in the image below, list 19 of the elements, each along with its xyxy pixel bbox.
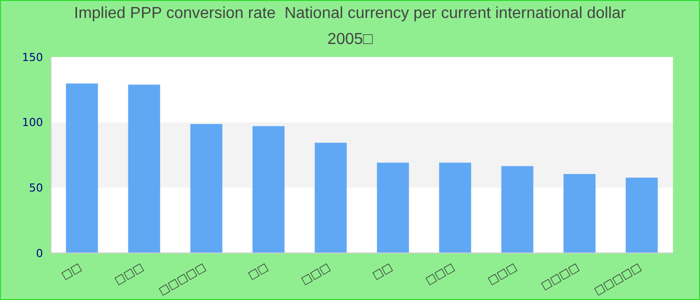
bar [439, 162, 472, 253]
bar [314, 142, 347, 253]
bar [501, 166, 534, 253]
bar [66, 84, 98, 253]
y-tick-label: 100 [22, 116, 43, 130]
y-tick-label: 0 [36, 246, 43, 260]
bar [564, 174, 596, 253]
x-tick-label: □□ [370, 260, 395, 282]
y-tick-label: 50 [29, 182, 43, 195]
y-tick-label: 150 [22, 50, 43, 64]
bar [626, 178, 658, 253]
chart-title: Implied PPP conversion rate National currency per current international dollar [73, 4, 627, 24]
bar [252, 126, 285, 253]
chart-subtitle: 2005□ [327, 31, 373, 48]
x-tick-label: □□ [59, 260, 84, 282]
bar [190, 124, 222, 253]
bar [376, 162, 409, 253]
bar [128, 84, 160, 253]
x-tick-label: □□ [246, 260, 270, 282]
